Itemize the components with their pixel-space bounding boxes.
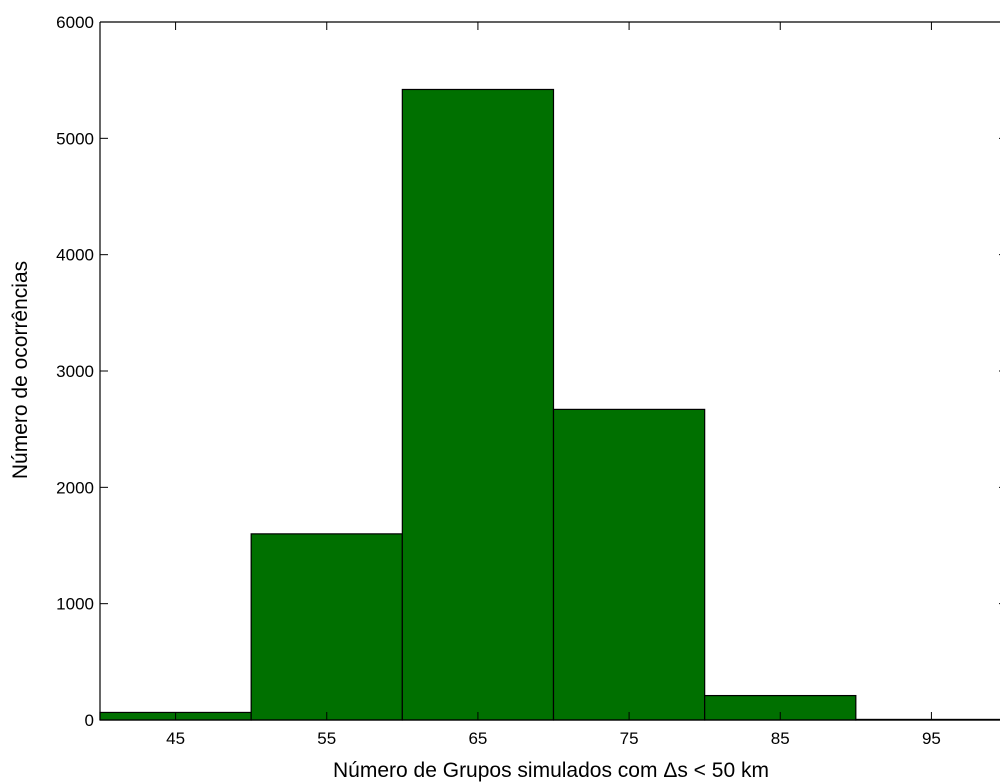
axes-layer: 0 1000 2000 3000 4000 5000 6000 45 55 65 75 85 95 [56, 13, 1000, 748]
y-tick-label: 4000 [56, 246, 94, 265]
x-tick-label: 65 [468, 729, 487, 748]
x-tick-label: 95 [922, 729, 941, 748]
y-tick-label: 5000 [56, 129, 94, 148]
x-tick-label: 75 [620, 729, 639, 748]
y-tick-label: 0 [85, 711, 94, 730]
y-tick-label: 2000 [56, 478, 94, 497]
x-tick-label: 85 [771, 729, 790, 748]
histogram-bar [552, 408, 706, 721]
x-tick-label: 55 [317, 729, 336, 748]
y-tick-label: 1000 [56, 595, 94, 614]
x-axis-title: Número de Grupos simulados com Δs < 50 k… [333, 759, 769, 782]
y-axis-title: Número de ocorrências [9, 261, 32, 479]
x-tick-label: 45 [166, 729, 185, 748]
y-tick-label: 3000 [56, 362, 94, 381]
labels-layer: Número de Grupos simulados com Δs < 50 k… [9, 261, 769, 782]
histogram-bar [401, 88, 555, 721]
histogram-bar [250, 533, 403, 721]
y-tick-label: 6000 [56, 13, 94, 32]
